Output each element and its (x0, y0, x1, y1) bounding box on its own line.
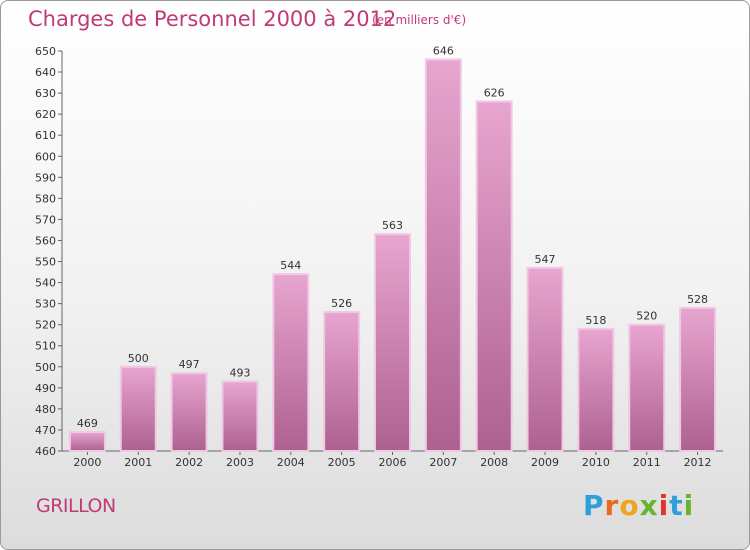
y-tick-label: 500 (35, 361, 56, 374)
x-tick-label: 2001 (124, 456, 152, 469)
logo-letter: t (669, 489, 684, 522)
logo-letter: o (619, 489, 640, 522)
y-tick-label: 460 (35, 445, 56, 458)
y-tick-label: 520 (35, 319, 56, 332)
bar-value-label: 626 (484, 87, 505, 100)
logo-letter: i (683, 489, 695, 522)
logo-letter: P (583, 489, 605, 522)
bar (170, 372, 208, 452)
y-tick-label: 640 (35, 66, 56, 79)
bar (221, 380, 259, 452)
proxiti-logo: Proxiti (583, 489, 694, 522)
bar (323, 311, 361, 453)
y-tick-label: 630 (35, 87, 56, 100)
x-tick-label: 2011 (633, 456, 661, 469)
bar (577, 327, 615, 453)
bar (526, 266, 564, 452)
y-tick-label: 580 (35, 192, 56, 205)
logo-letter: r (604, 489, 620, 522)
x-tick-label: 2002 (175, 456, 203, 469)
bar (628, 323, 666, 452)
bar (68, 431, 106, 453)
bar (374, 233, 411, 452)
y-tick-label: 490 (35, 382, 56, 395)
y-tick-label: 570 (35, 213, 56, 226)
y-axis: 460 470 480 490 500 510 520 530 540 550 560 570 580 5… (35, 45, 63, 458)
y-tick-label: 510 (35, 340, 56, 353)
x-tick-label: 2000 (73, 456, 101, 469)
x-tick-label: 2004 (277, 456, 305, 469)
x-tick-label: 2008 (480, 456, 508, 469)
bar-value-label: 493 (229, 367, 250, 380)
y-tick-label: 600 (35, 150, 56, 163)
bar (119, 365, 157, 452)
bar-value-label: 526 (331, 297, 352, 310)
bar-value-label: 547 (535, 253, 556, 266)
bar-value-label: 544 (280, 259, 301, 272)
y-tick-label: 540 (35, 277, 56, 290)
y-tick-label: 610 (35, 129, 56, 142)
x-axis: 2000 2001 2002 2003 2004 2005 2006 2007 2008 2009… (62, 450, 723, 469)
bar-value-label: 563 (382, 219, 403, 232)
bar-value-label: 520 (636, 310, 657, 323)
bar-value-label: 528 (687, 293, 708, 306)
data-labels: 469 500 497 493 544 526 563 646 626 547 518 520 528 (77, 44, 708, 430)
x-tick-label: 2010 (582, 456, 610, 469)
logo-letter: x (639, 489, 659, 522)
bar-value-label: 518 (585, 314, 606, 327)
x-tick-label: 2003 (226, 456, 254, 469)
bar-value-label: 646 (433, 44, 454, 57)
x-tick-label: 2005 (328, 456, 356, 469)
chart-subtitle: (en milliers d'€) (372, 13, 467, 27)
commune-name: GRILLON (36, 495, 116, 517)
chart-title: Charges de Personnel 2000 à 2012 (28, 7, 397, 31)
y-tick-label: 470 (35, 424, 56, 437)
bar-value-label: 497 (179, 358, 200, 371)
y-tick-label: 530 (35, 298, 56, 311)
x-tick-label: 2006 (379, 456, 407, 469)
y-tick-label: 620 (35, 108, 56, 121)
y-tick-label: 650 (35, 45, 56, 58)
bar-value-label: 500 (128, 352, 149, 365)
bar (679, 306, 717, 452)
x-tick-label: 2012 (684, 456, 712, 469)
y-tick-label: 480 (35, 403, 56, 416)
y-tick-label: 550 (35, 256, 56, 269)
bar (272, 273, 310, 452)
x-tick-label: 2007 (429, 456, 457, 469)
y-tick-label: 560 (35, 234, 56, 247)
bar (424, 58, 462, 452)
bars (68, 58, 717, 453)
x-tick-label: 2009 (531, 456, 559, 469)
bar-value-label: 469 (77, 417, 98, 430)
logo-letter: i (658, 489, 670, 522)
bar (475, 100, 513, 453)
y-tick-label: 590 (35, 171, 56, 184)
